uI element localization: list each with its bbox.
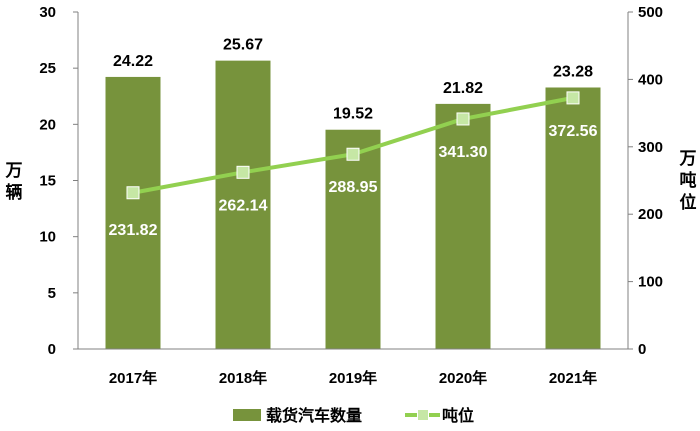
bar xyxy=(545,87,601,349)
bar-value-label: 21.82 xyxy=(443,80,483,97)
bar xyxy=(105,76,161,350)
axis-title-char: 吨 xyxy=(680,170,697,190)
line-value-label: 372.56 xyxy=(549,123,598,140)
bar-value-label: 25.67 xyxy=(223,37,263,54)
right-tick-label: 500 xyxy=(638,4,663,21)
right-tick-label: 100 xyxy=(638,274,663,291)
x-tick-label: 2018年 xyxy=(219,369,267,387)
right-tick-label: 400 xyxy=(638,71,663,88)
line-value-label: 341.30 xyxy=(439,144,488,161)
left-tick-label: 5 xyxy=(48,285,56,302)
legend-line-marker xyxy=(417,409,429,421)
line-series: 231.82 262.14 288.95 341.30 372.56 xyxy=(109,91,598,239)
left-tick-label: 10 xyxy=(39,229,56,246)
bar-value-label: 24.22 xyxy=(113,53,153,70)
right-tick-label: 300 xyxy=(638,139,663,156)
bar-value-label: 23.28 xyxy=(553,63,593,80)
left-axis-ticks: 0 5 10 15 20 25 30 xyxy=(39,4,78,358)
axis-title-char: 位 xyxy=(680,192,697,212)
x-tick-label: 2017年 xyxy=(109,369,157,387)
left-tick-label: 25 xyxy=(39,60,56,77)
bar-series: 24.22 25.67 19.52 21.82 23.28 xyxy=(105,37,601,350)
left-tick-label: 15 xyxy=(39,173,56,190)
left-tick-label: 30 xyxy=(39,4,56,21)
axis-title-char: 万 xyxy=(679,149,697,168)
legend-line-label: 吨位 xyxy=(442,406,474,425)
x-tick-label: 2020年 xyxy=(439,369,487,387)
line-marker xyxy=(456,112,470,126)
bar xyxy=(325,129,381,349)
right-axis-title: 万吨位 xyxy=(679,149,697,212)
bar xyxy=(435,103,491,349)
line-value-label: 231.82 xyxy=(109,222,158,239)
left-tick-label: 20 xyxy=(39,116,56,133)
right-axis-ticks: 0 100 200 300 400 500 xyxy=(628,4,663,358)
x-tick-label: 2019年 xyxy=(329,369,377,387)
line-marker xyxy=(236,165,250,179)
axis-title-char: 万 xyxy=(5,161,23,180)
left-axis-title: 万辆 xyxy=(5,161,23,202)
axis-title-char: 辆 xyxy=(6,182,23,202)
x-tick-label: 2021年 xyxy=(549,369,597,387)
legend-bar-label: 载货汽车数量 xyxy=(266,406,362,425)
bar-value-label: 19.52 xyxy=(333,106,373,123)
right-tick-label: 0 xyxy=(638,341,646,358)
line-marker xyxy=(126,186,140,200)
line-marker xyxy=(566,91,580,105)
line-value-label: 288.95 xyxy=(329,179,378,196)
legend-bar-swatch xyxy=(233,409,261,421)
right-tick-label: 200 xyxy=(638,206,663,223)
line-marker xyxy=(346,147,360,161)
bar xyxy=(215,60,271,350)
line-value-label: 262.14 xyxy=(219,197,268,214)
legend: 载货汽车数量 吨位 xyxy=(233,406,474,425)
left-tick-label: 0 xyxy=(48,341,56,358)
x-axis-ticks: 2017年 2018年 2019年 2020年 2021年 xyxy=(109,369,597,387)
